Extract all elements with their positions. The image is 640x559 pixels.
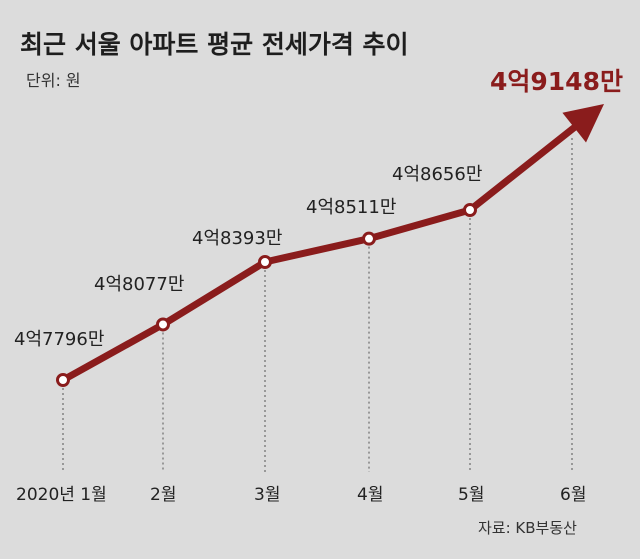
x-tick-label-4: 4월 [357,485,383,505]
data-label-1: 4억7796만 [14,329,104,350]
x-tick-label-3: 3월 [254,485,280,505]
series-line [59,120,583,384]
data-label-6: 4억9148만 [490,67,623,96]
x-axis-ticks: 2020년 1월 2월 3월 4월 5월 6월 [16,485,586,505]
data-labels: 4억7796만 4억8077만 4억8393만 4억8511만 4억8656만 4억914… [14,67,623,350]
data-point-2 [156,317,170,332]
data-point-3 [258,254,272,269]
data-label-3: 4억8393만 [192,228,282,249]
data-label-4: 4억8511만 [306,197,396,218]
x-tick-label-2: 2월 [150,485,176,505]
chart-title: 최근 서울 아파트 평균 전세가격 추이 [20,30,409,59]
series-line-group [59,104,604,384]
x-tick-label-6: 6월 [560,485,586,505]
unit-label: 단위: 원 [26,71,81,90]
data-point-4 [362,231,376,246]
data-label-5: 4억8656만 [392,164,482,185]
x-tick-label-5: 5월 [458,485,484,505]
source-note: 자료: KB부동산 [478,519,577,537]
data-label-2: 4억8077만 [94,274,184,295]
data-point-5 [463,203,477,217]
x-tick-label-1: 2020년 1월 [16,485,107,505]
markers [56,203,477,387]
arrowhead-marker [562,104,604,143]
gridlines [62,138,573,472]
data-point-1 [56,373,70,387]
